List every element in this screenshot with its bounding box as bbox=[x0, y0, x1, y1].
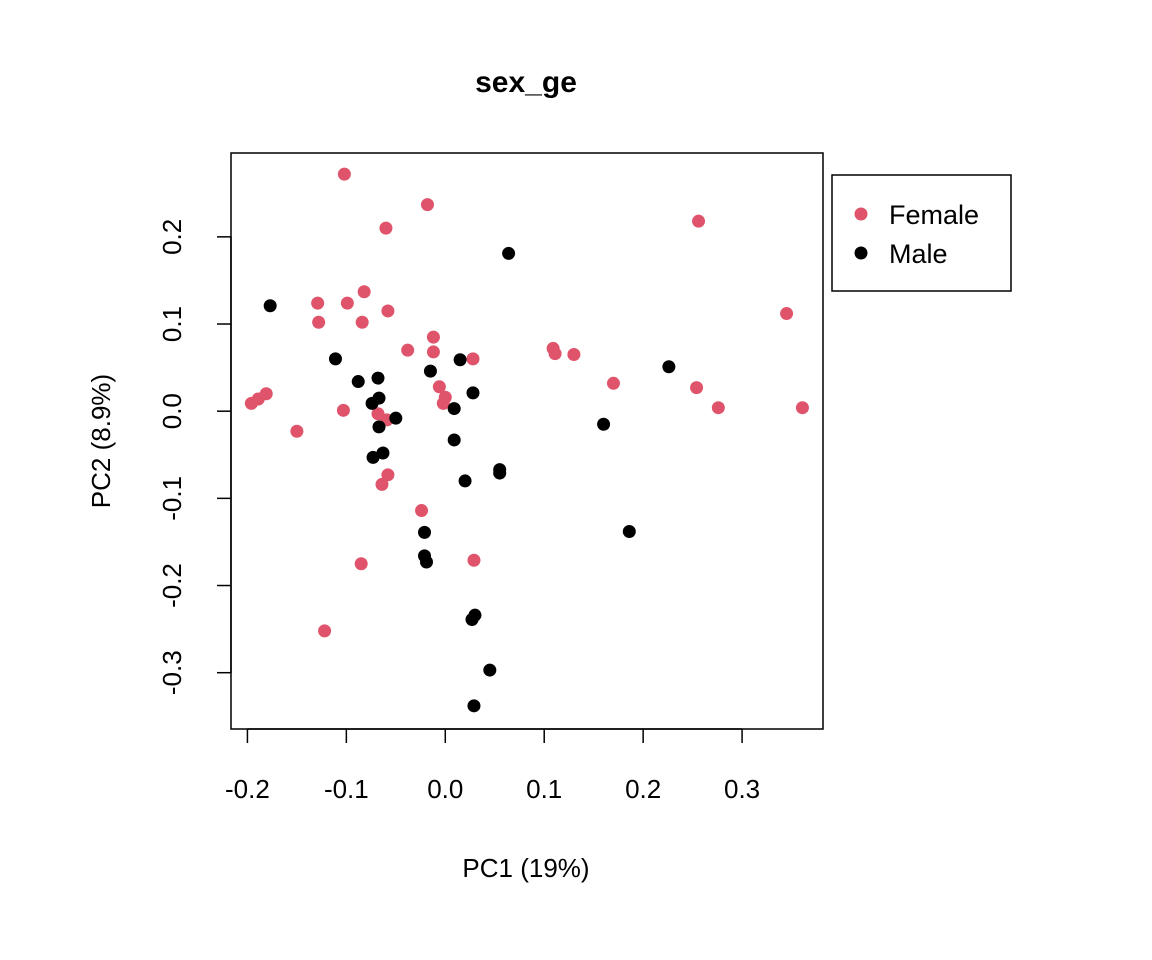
data-point-female bbox=[711, 401, 725, 415]
data-point-male bbox=[263, 299, 277, 313]
data-point-male bbox=[465, 613, 479, 627]
data-point-female bbox=[381, 468, 395, 482]
data-point-female bbox=[426, 345, 440, 359]
data-point-female bbox=[467, 553, 481, 567]
data-point-female bbox=[780, 307, 794, 321]
data-point-male bbox=[328, 352, 342, 366]
data-points bbox=[244, 167, 809, 713]
data-point-female bbox=[606, 376, 620, 390]
legend-box bbox=[831, 174, 1012, 292]
data-point-male bbox=[351, 375, 365, 389]
data-point-male bbox=[419, 555, 433, 569]
x-tick-label: 0.0 bbox=[427, 774, 463, 804]
data-point-male bbox=[376, 446, 390, 460]
x-tick-label: 0.2 bbox=[625, 774, 661, 804]
data-point-female bbox=[340, 296, 354, 310]
data-point-female bbox=[290, 424, 304, 438]
data-point-female bbox=[311, 296, 325, 310]
x-tick-label: -0.2 bbox=[225, 774, 270, 804]
y-axis: -0.3 -0.2 -0.1 0.0 0.1 0.2 bbox=[157, 219, 232, 695]
data-point-male bbox=[622, 524, 636, 538]
data-point-male bbox=[662, 360, 676, 374]
data-point-male bbox=[389, 411, 403, 425]
data-point-male bbox=[597, 417, 611, 431]
data-point-female bbox=[355, 315, 369, 329]
data-point-female bbox=[381, 304, 395, 318]
x-axis-label: PC1 (19%) bbox=[462, 853, 589, 883]
data-point-male bbox=[483, 663, 497, 677]
x-tick-label: 0.1 bbox=[526, 774, 562, 804]
x-tick-label: -0.1 bbox=[324, 774, 369, 804]
data-point-female bbox=[318, 624, 332, 638]
data-point-female bbox=[357, 285, 371, 299]
data-point-female bbox=[436, 396, 450, 410]
data-point-male bbox=[502, 246, 516, 260]
legend-marker-male bbox=[854, 246, 868, 260]
data-point-female bbox=[548, 347, 562, 361]
data-point-male bbox=[366, 450, 380, 464]
data-point-male bbox=[493, 466, 507, 480]
y-tick-label: 0.2 bbox=[157, 219, 187, 255]
x-axis: -0.2 -0.1 0.0 0.1 0.2 0.3 bbox=[225, 728, 760, 804]
y-tick-label: 0.1 bbox=[157, 306, 187, 342]
data-point-male bbox=[372, 420, 386, 434]
data-point-female bbox=[415, 504, 429, 518]
y-tick-label: 0.0 bbox=[157, 393, 187, 429]
y-tick-label: -0.3 bbox=[157, 650, 187, 695]
data-point-male bbox=[447, 402, 461, 416]
data-point-female bbox=[401, 343, 415, 357]
data-point-female bbox=[466, 352, 480, 366]
data-point-male bbox=[371, 371, 385, 385]
chart-title: sex_ge bbox=[475, 66, 577, 99]
legend-marker-female bbox=[854, 207, 868, 221]
data-point-male bbox=[453, 353, 467, 367]
legend-label-male: Male bbox=[889, 239, 948, 269]
data-point-female bbox=[337, 167, 351, 181]
data-point-male bbox=[458, 474, 472, 488]
data-point-male bbox=[447, 433, 461, 447]
data-point-female bbox=[312, 315, 326, 329]
data-point-male bbox=[466, 386, 480, 400]
legend-label-female: Female bbox=[889, 200, 979, 230]
data-point-female bbox=[336, 403, 350, 417]
data-point-male bbox=[372, 391, 386, 405]
data-point-female bbox=[432, 380, 446, 394]
data-point-male bbox=[423, 364, 437, 378]
data-point-female bbox=[354, 557, 368, 571]
data-point-female bbox=[420, 198, 434, 212]
data-point-female bbox=[379, 221, 393, 235]
data-point-female bbox=[567, 348, 581, 362]
data-point-female bbox=[692, 214, 706, 228]
data-point-female bbox=[426, 330, 440, 344]
data-point-female bbox=[259, 387, 273, 401]
y-tick-label: -0.1 bbox=[157, 476, 187, 521]
data-point-female bbox=[690, 381, 704, 395]
plot-area-frame bbox=[230, 152, 824, 730]
data-point-female bbox=[795, 401, 809, 415]
legend: Female Male bbox=[831, 174, 1012, 292]
data-point-male bbox=[467, 699, 481, 713]
data-point-male bbox=[418, 525, 432, 539]
data-point-female bbox=[375, 477, 389, 491]
y-axis-label: PC2 (8.9%) bbox=[86, 374, 116, 508]
y-tick-label: -0.2 bbox=[157, 563, 187, 608]
x-tick-label: 0.3 bbox=[724, 774, 760, 804]
